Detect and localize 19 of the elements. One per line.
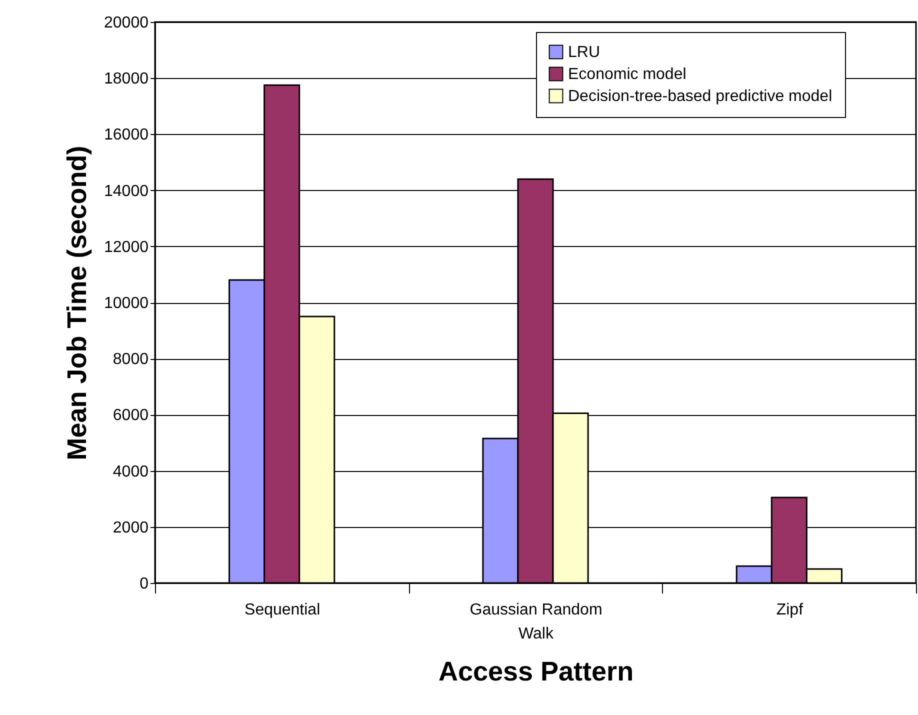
y-axis-title: Mean Job Time (second) (62, 146, 92, 460)
y-tick-label: 10000 (104, 295, 149, 312)
y-tick-label: 8000 (112, 351, 149, 368)
x-tick-label: Sequential (244, 602, 320, 618)
y-tick-label: 4000 (112, 463, 149, 480)
y-tick-label: 6000 (112, 407, 149, 424)
legend-label: Economic model (568, 66, 686, 83)
legend-label: LRU (568, 44, 600, 61)
y-tick-label: 20000 (104, 14, 149, 32)
y-tick-label: 12000 (104, 238, 149, 256)
y-tick-label: 14000 (104, 182, 149, 200)
y-tick-label: 0 (140, 576, 149, 592)
x-axis-title: Access Pattern (438, 656, 634, 686)
x-tick-label: Gaussian Random Walk (470, 602, 602, 642)
y-tick-label: 2000 (112, 519, 149, 536)
y-tick-label: 18000 (104, 70, 149, 88)
x-tick-label: Zipf (776, 602, 804, 618)
legend-label: Decision-tree-based predictive model (568, 88, 832, 105)
y-tick-label: 16000 (104, 126, 149, 144)
